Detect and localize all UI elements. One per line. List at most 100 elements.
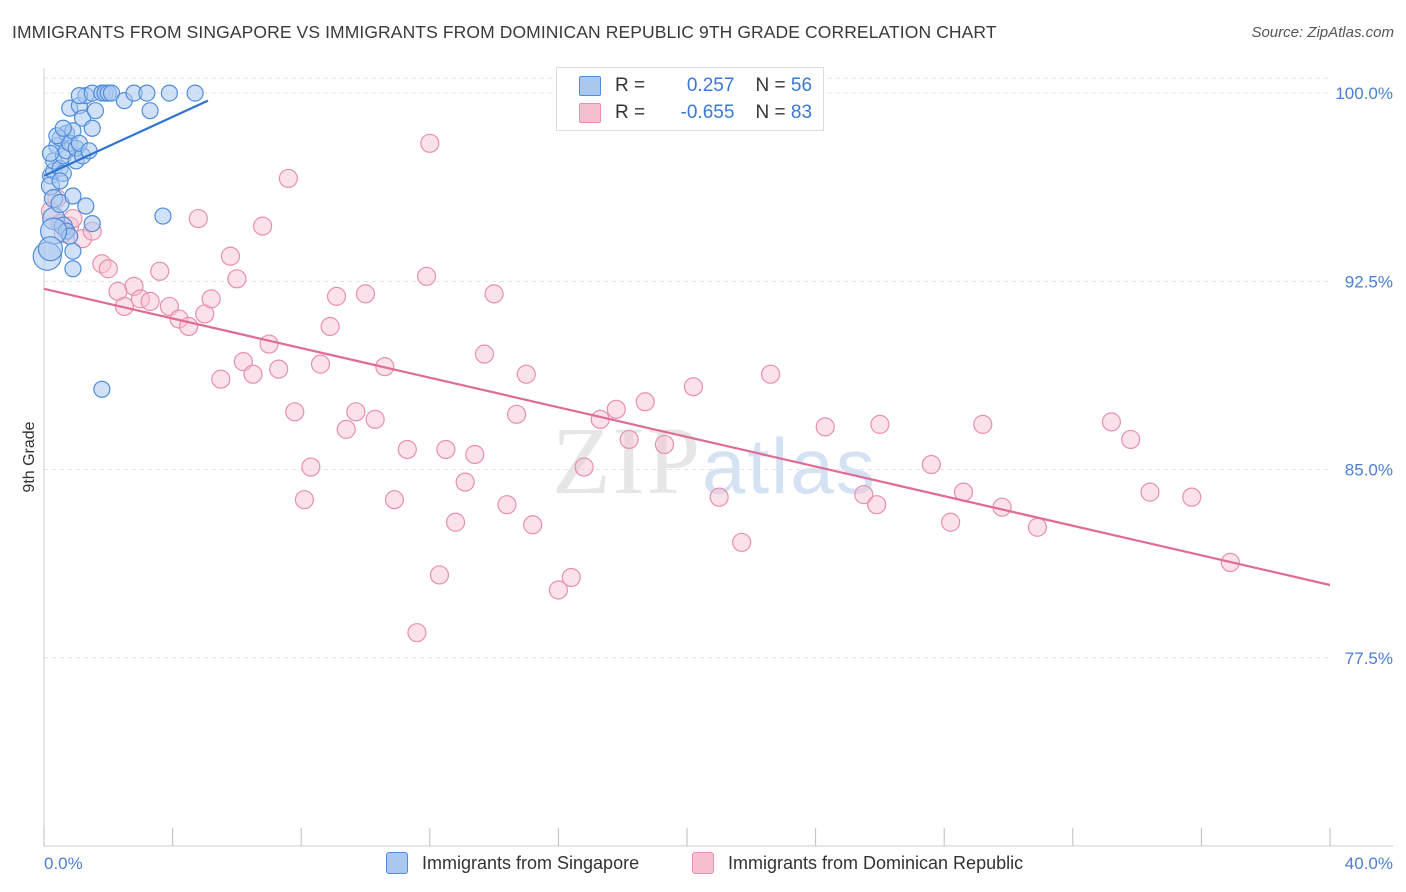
point-singapore [41, 144, 60, 162]
point-dominican [867, 495, 887, 515]
bottom-legend-label-singapore: Immigrants from Singapore [422, 852, 640, 873]
point-dominican [854, 485, 874, 505]
point-dominican [548, 580, 569, 600]
legend-swatch-dominican [579, 103, 601, 123]
point-singapore [86, 102, 105, 120]
point-singapore [83, 215, 101, 233]
point-singapore [64, 260, 82, 278]
point-dominican [497, 495, 517, 515]
point-dominican [619, 429, 639, 450]
legend-r-label: R = [615, 75, 646, 96]
point-dominican [259, 334, 279, 354]
point-dominican [815, 417, 835, 437]
point-dominican [561, 567, 581, 588]
legend-n-label: N = [755, 75, 786, 96]
point-dominican [455, 472, 475, 492]
point-dominican [253, 216, 273, 236]
watermark: ZIPatlas [552, 405, 877, 516]
point-dominican [269, 359, 289, 379]
point-dominican [92, 254, 112, 274]
point-dominican [220, 246, 241, 266]
point-singapore [154, 207, 172, 225]
y-tick-label: 100.0% [1335, 84, 1393, 103]
point-dominican [1182, 487, 1202, 507]
point-singapore [141, 102, 159, 120]
point-dominican [355, 284, 376, 304]
point-singapore [54, 119, 72, 137]
point-singapore [93, 380, 111, 398]
point-dominican [301, 457, 321, 477]
legend-r-label: R = [615, 102, 646, 123]
point-singapore [37, 236, 64, 262]
point-dominican [416, 266, 437, 286]
point-dominican [436, 439, 456, 460]
x-tick-label-max: 40.0% [1345, 854, 1393, 873]
point-dominican [227, 269, 247, 289]
point-dominican [429, 565, 450, 585]
y-tick-label: 85.0% [1345, 461, 1393, 480]
point-dominican [407, 623, 427, 643]
point-dominican [1027, 517, 1048, 537]
point-dominican [1121, 429, 1141, 450]
point-singapore [138, 84, 156, 102]
point-dominican [1140, 482, 1160, 502]
point-dominican [507, 404, 527, 424]
bottom-legend-swatch-dominican [692, 852, 714, 874]
point-dominican [635, 392, 655, 412]
point-singapore [186, 84, 204, 102]
point-dominican [465, 444, 485, 465]
chart-title: IMMIGRANTS FROM SINGAPORE VS IMMIGRANTS … [12, 22, 997, 42]
point-dominican [310, 354, 331, 374]
point-dominican [285, 402, 305, 422]
point-dominican [445, 512, 466, 532]
point-dominican [320, 316, 340, 337]
point-dominican [420, 133, 440, 153]
point-dominican [574, 457, 594, 477]
legend-n-label: N = [755, 102, 786, 123]
y-tick-label: 77.5% [1345, 649, 1393, 668]
point-dominican [397, 439, 417, 460]
point-dominican [150, 261, 170, 281]
point-dominican [336, 419, 356, 439]
watermark-atlas: atlas [702, 422, 877, 510]
point-dominican [294, 490, 315, 510]
point-dominican [516, 364, 536, 384]
source-label: Source: ZipAtlas.com [1251, 24, 1394, 41]
bottom-legend-dominican[interactable]: Immigrants from Dominican Republic [692, 852, 1023, 874]
point-dominican [921, 454, 941, 475]
point-singapore [83, 119, 101, 137]
x-tick-label-min: 0.0% [44, 854, 83, 873]
point-singapore [160, 84, 178, 102]
point-dominican [760, 364, 781, 384]
point-singapore [64, 187, 82, 205]
point-dominican [870, 414, 890, 434]
point-dominican [973, 414, 993, 434]
legend: R = 0.257 N = 56 R = -0.655 N = 83 [556, 67, 824, 131]
point-dominican [732, 532, 752, 552]
point-dominican [384, 490, 405, 510]
legend-r-value-dominican: -0.655 [680, 102, 735, 123]
point-dominican [98, 259, 118, 279]
point-singapore [51, 172, 69, 190]
bottom-legend: Immigrants from Singapore Immigrants fro… [0, 852, 1406, 878]
point-dominican [474, 344, 495, 364]
point-dominican [709, 487, 729, 507]
bottom-legend-singapore[interactable]: Immigrants from Singapore [386, 852, 639, 874]
point-dominican [683, 377, 704, 397]
legend-n-value-singapore: 56 [790, 75, 813, 96]
legend-swatch-singapore [579, 76, 601, 96]
point-dominican [346, 402, 366, 422]
point-dominican [188, 208, 208, 229]
point-dominican [326, 286, 347, 306]
bottom-legend-label-dominican: Immigrants from Dominican Republic [728, 852, 1024, 873]
point-dominican [941, 512, 961, 532]
point-singapore [102, 84, 121, 102]
legend-n-value-dominican: 83 [790, 102, 813, 123]
point-singapore [77, 197, 95, 215]
point-dominican [365, 409, 385, 429]
y-tick-label: 92.5% [1345, 272, 1393, 291]
point-dominican [606, 399, 626, 419]
bottom-legend-swatch-singapore [386, 852, 408, 874]
point-dominican [211, 369, 231, 389]
